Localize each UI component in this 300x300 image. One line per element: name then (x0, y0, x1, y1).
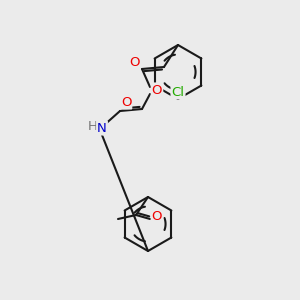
Text: O: O (152, 83, 162, 97)
Text: N: N (97, 122, 107, 134)
Text: O: O (129, 56, 139, 68)
Text: Cl: Cl (172, 85, 184, 98)
Text: O: O (152, 211, 162, 224)
Text: O: O (121, 95, 131, 109)
Text: H: H (88, 119, 98, 133)
